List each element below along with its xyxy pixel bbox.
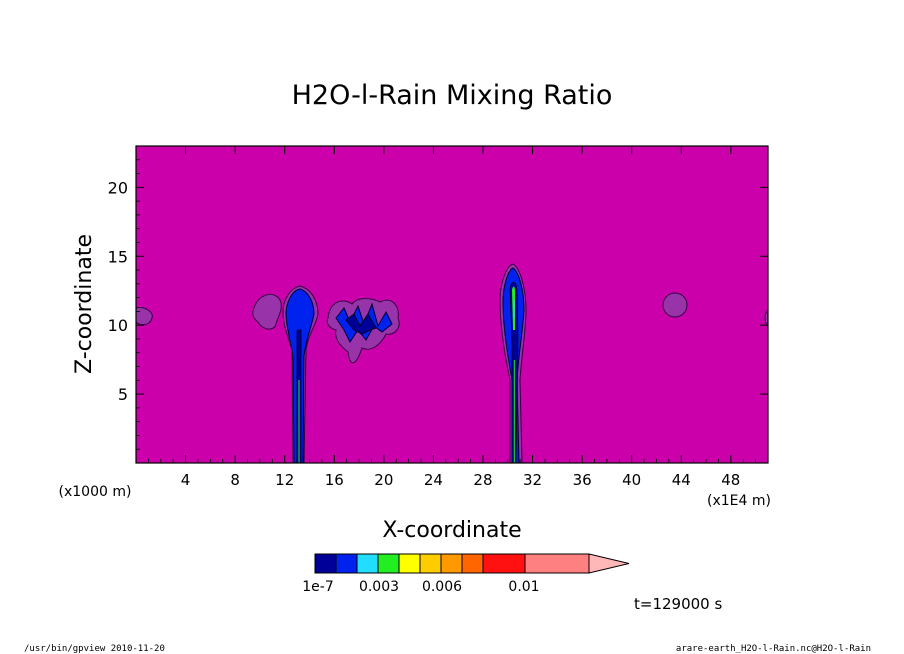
colorbar-extend-arrow [588,553,630,574]
y-axis-title: Z-coordinate [72,234,97,374]
colorbar-cell-1 [335,553,358,574]
colorbar-cell-6 [440,553,463,574]
colorbar-label-2: 0.006 [422,579,462,595]
x-tick-label: 4 [181,471,191,489]
footer-left: /usr/bin/gpview 2010-11-20 [24,644,165,654]
colorbar-cell-8 [482,553,526,574]
x-axis-unit-left: (x1000 m) [59,484,132,500]
x-tick-label: 16 [325,471,344,489]
contour-blob-x10 [252,293,282,330]
x-tick-label: 36 [573,471,592,489]
y-tick-label: 15 [108,247,128,266]
y-tick-label: 10 [108,316,128,335]
chart-title: H2O-l-Rain Mixing Ratio [292,80,613,111]
colorbar-label-3: 0.01 [508,579,539,595]
plot-frame [135,145,769,464]
colorbar-labels: 1e-7 0.003 0.006 0.01 [302,579,539,595]
x-axis: 4 8 12 16 20 24 28 32 36 40 44 48 [147,146,757,489]
colorbar-cell-0 [314,553,337,574]
contour-column-x30-peak [513,300,515,318]
x-tick-label: 24 [424,471,443,489]
contour-column-x30-max-lower [513,360,515,463]
colorbar-label-1: 0.003 [359,579,399,595]
colorbar-cell-7 [461,553,484,574]
x-tick-label: 40 [622,471,641,489]
x-tick-label: 28 [473,471,492,489]
contour-column-x13-max [298,380,300,463]
x-axis-unit-right: (x1E4 m) [707,493,771,509]
colorbar [314,553,630,574]
time-annotation: t=129000 s [634,595,722,613]
colorbar-label-0: 1e-7 [302,579,333,595]
x-tick-label: 20 [374,471,393,489]
colorbar-cell-2 [356,553,379,574]
x-tick-label: 32 [523,471,542,489]
colorbar-cell-5 [419,553,442,574]
x-tick-label: 48 [721,471,740,489]
y-tick-label: 5 [118,385,128,404]
contour-blob-left-edge [135,307,153,326]
y-tick-label: 20 [108,178,128,197]
contour-cluster-core [345,313,377,335]
x-tick-label: 12 [275,471,294,489]
x-tick-label: 8 [230,471,240,489]
contour-blob-x44 [662,292,688,318]
colorbar-cell-9 [524,553,590,574]
y-axis: 5 10 15 20 [108,159,768,450]
footer-right: arare-earth_H2O-l-Rain.nc@H2O-l-Rain [676,644,871,654]
contour-features [135,263,769,464]
x-tick-label: 44 [672,471,691,489]
colorbar-cell-4 [398,553,421,574]
x-axis-title: X-coordinate [382,518,521,543]
colorbar-cell-3 [377,553,400,574]
